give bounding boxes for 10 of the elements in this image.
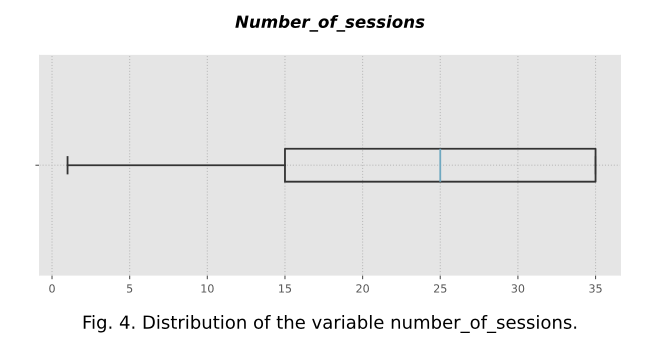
x-tick-label: 15 — [279, 284, 292, 293]
x-tick-label: 20 — [356, 284, 369, 293]
chart-title: Number_of_sessions — [235, 15, 424, 32]
x-tick-label: 25 — [434, 284, 446, 293]
x-tick-label: 5 — [126, 284, 132, 293]
caption: Fig. 4. Distribution of the variable number_of_sessions. — [84, 315, 576, 333]
x-tick-label: 35 — [589, 284, 602, 293]
x-tick-label: 0 — [49, 284, 55, 293]
x-tick-label: 30 — [512, 284, 524, 293]
x-tick-label: 10 — [201, 284, 214, 293]
